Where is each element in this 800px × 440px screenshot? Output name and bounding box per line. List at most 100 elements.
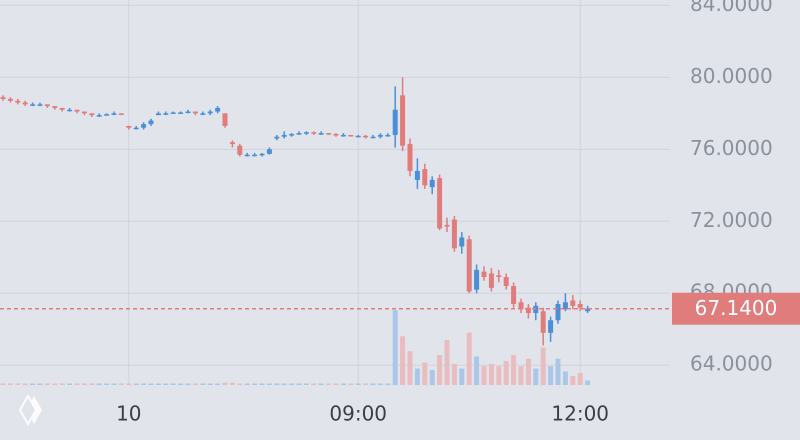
candle-body — [22, 102, 28, 105]
volume-bar — [348, 383, 354, 385]
volume-bar — [44, 383, 50, 385]
candle-body — [377, 134, 383, 137]
volume-bar — [52, 383, 58, 385]
volume-bar — [548, 366, 554, 385]
volume-bar — [355, 383, 361, 385]
x-tick-label: 12:00 — [551, 402, 609, 426]
candle-body — [348, 134, 354, 137]
candle-body — [0, 97, 6, 99]
candle-body — [525, 307, 531, 314]
candle-body — [355, 135, 361, 138]
volume-bar — [451, 364, 457, 385]
volume-bar — [333, 383, 339, 385]
candle-body — [451, 219, 457, 249]
volume-bar — [170, 383, 176, 385]
volume-bar — [67, 383, 73, 385]
candle-body — [59, 107, 65, 110]
candle-body — [15, 100, 21, 103]
candle-body — [289, 134, 295, 136]
candle-body — [333, 134, 339, 136]
volume-bar — [22, 383, 28, 385]
candle-body — [148, 120, 154, 125]
candle-body — [466, 239, 472, 292]
last-price-label: 67.1400 — [695, 296, 778, 320]
volume-bar — [155, 383, 161, 385]
candle-body — [155, 113, 161, 116]
volume-bar — [414, 368, 420, 385]
candle-body — [518, 302, 524, 310]
volume-bar — [30, 383, 36, 385]
volume-bar — [400, 336, 406, 385]
candle-body — [407, 143, 413, 171]
volume-bar — [318, 383, 324, 385]
volume-bar — [59, 383, 65, 385]
candle-body — [363, 135, 369, 138]
candle-body — [585, 308, 591, 312]
candle-body — [481, 271, 487, 278]
volume-bar — [474, 356, 480, 385]
volume-bar — [133, 383, 139, 385]
volume-bar — [540, 347, 546, 385]
y-tick-label: 76.0000 — [690, 136, 773, 160]
volume-bar — [104, 383, 110, 385]
volume-bar — [237, 383, 243, 385]
candle-body — [266, 149, 272, 154]
volume-bar — [222, 382, 228, 385]
volume-bar — [422, 362, 428, 385]
candle-body — [326, 133, 332, 135]
volume-bar — [148, 383, 154, 385]
candle-body — [311, 132, 317, 134]
candle-body — [496, 275, 502, 278]
volume-bar — [178, 383, 184, 385]
volume-bar — [141, 383, 147, 385]
candle-body — [414, 170, 420, 180]
candle-body — [81, 111, 87, 114]
volume-bar — [392, 310, 398, 385]
volume-bar — [555, 358, 561, 385]
volume-bar — [259, 383, 265, 385]
candle-body — [244, 154, 250, 157]
candle-body — [178, 112, 184, 114]
volume-bar — [207, 383, 213, 385]
volume-bar — [229, 382, 235, 385]
volume-bar — [585, 380, 591, 385]
candle-body — [237, 145, 243, 155]
volume-bar — [185, 383, 191, 385]
volume-bar — [503, 361, 509, 385]
volume-bar — [192, 383, 198, 385]
volume-bar — [429, 370, 435, 385]
candle-body — [444, 224, 450, 227]
candle-body — [511, 286, 517, 305]
candle-body — [7, 98, 13, 101]
volume-bar — [511, 355, 517, 385]
volume-bar — [118, 383, 124, 385]
last-price-box — [672, 292, 800, 325]
volume-bar — [370, 383, 376, 385]
volume-bar — [296, 383, 302, 385]
candle-body — [318, 133, 324, 135]
candle-body — [274, 136, 280, 139]
volume-bar — [385, 383, 391, 385]
x-tick-label: 09:00 — [329, 402, 387, 426]
volume-bar — [96, 383, 102, 385]
candle-body — [488, 273, 494, 288]
candle-body — [207, 111, 213, 114]
candle-body — [562, 302, 568, 310]
candle-body — [296, 133, 302, 135]
candle-body — [74, 109, 80, 112]
volume-bar — [281, 383, 287, 385]
candle-body — [141, 124, 147, 128]
candle-body — [89, 113, 95, 116]
volume-bar — [488, 364, 494, 385]
volume-bar — [244, 383, 250, 385]
candle-body — [540, 311, 546, 333]
candle-body — [111, 113, 117, 115]
volume-bar — [126, 383, 132, 385]
volume-bar — [326, 383, 332, 385]
candle-body — [548, 320, 554, 333]
volume-bar — [37, 383, 43, 385]
volume-bar — [444, 340, 450, 385]
candle-body — [503, 277, 509, 287]
